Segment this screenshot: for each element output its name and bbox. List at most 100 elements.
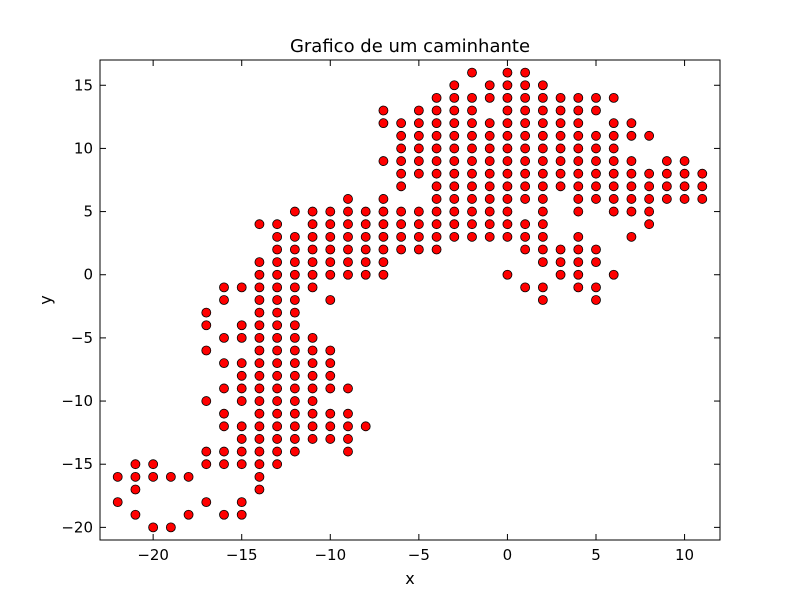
data-point	[343, 434, 353, 444]
data-point	[325, 269, 336, 280]
data-point	[484, 219, 495, 230]
data-point	[573, 92, 584, 103]
data-point	[307, 231, 318, 242]
data-point	[272, 332, 283, 343]
data-point	[289, 383, 300, 394]
data-point	[272, 370, 283, 381]
data-point	[360, 421, 371, 432]
data-point	[307, 396, 318, 406]
data-point	[378, 105, 389, 116]
data-point	[130, 484, 141, 495]
data-point	[555, 105, 566, 116]
data-point	[396, 130, 407, 141]
data-point	[520, 67, 531, 78]
data-point	[343, 206, 353, 217]
y-axis-label: y	[36, 295, 55, 304]
data-point	[413, 105, 424, 116]
data-point	[289, 244, 300, 255]
x-tick-label: 0	[503, 546, 513, 564]
data-point	[272, 320, 283, 331]
data-point	[537, 257, 548, 268]
data-point	[272, 269, 283, 280]
data-point	[484, 206, 495, 217]
data-point	[236, 421, 247, 432]
data-point	[289, 396, 300, 406]
data-point	[431, 168, 442, 179]
data-point	[307, 219, 318, 230]
data-point	[219, 383, 229, 394]
data-point	[307, 370, 318, 381]
data-point	[254, 396, 265, 406]
data-point	[272, 446, 283, 457]
data-point	[484, 181, 495, 192]
data-point	[537, 206, 548, 217]
data-point	[520, 282, 531, 293]
data-point	[591, 105, 601, 116]
data-point	[449, 105, 460, 116]
data-point	[343, 194, 353, 204]
data-point	[396, 168, 407, 179]
data-point	[307, 421, 318, 432]
data-point	[325, 345, 336, 356]
data-point	[555, 143, 566, 154]
data-point	[467, 219, 477, 230]
data-point	[502, 194, 513, 204]
plot-frame	[99, 59, 721, 541]
data-point	[396, 181, 407, 192]
data-point	[502, 206, 513, 217]
data-point	[591, 257, 601, 268]
data-point	[520, 80, 531, 91]
data-point	[254, 408, 265, 419]
data-point	[537, 231, 548, 242]
data-point	[449, 92, 460, 103]
data-point	[449, 130, 460, 141]
y-tick-label: −20	[61, 518, 93, 536]
data-point	[467, 156, 477, 166]
data-point	[697, 181, 708, 192]
data-point	[378, 257, 389, 268]
data-point	[254, 219, 265, 230]
data-point	[679, 168, 690, 179]
data-point	[467, 143, 477, 154]
data-point	[396, 156, 407, 166]
data-point	[626, 130, 637, 141]
data-point	[520, 168, 531, 179]
data-point	[254, 383, 265, 394]
data-point	[254, 257, 265, 268]
data-point	[555, 244, 566, 255]
data-point	[520, 219, 531, 230]
data-point	[644, 130, 655, 141]
data-point	[449, 194, 460, 204]
data-point	[661, 194, 672, 204]
data-point	[272, 295, 283, 305]
data-point	[431, 194, 442, 204]
data-point	[254, 282, 265, 293]
data-point	[325, 370, 336, 381]
data-point	[343, 257, 353, 268]
data-point	[378, 244, 389, 255]
data-point	[130, 471, 141, 482]
data-point	[254, 320, 265, 331]
data-point	[378, 118, 389, 129]
data-point	[484, 143, 495, 154]
data-point	[555, 269, 566, 280]
data-point	[644, 206, 655, 217]
data-point	[289, 257, 300, 268]
data-point	[307, 282, 318, 293]
data-point	[679, 156, 690, 166]
data-point	[254, 370, 265, 381]
data-point	[219, 408, 229, 419]
x-tick-label: −20	[137, 546, 169, 564]
data-point	[520, 156, 531, 166]
data-point	[272, 257, 283, 268]
data-point	[289, 345, 300, 356]
data-point	[201, 345, 212, 356]
data-point	[396, 118, 407, 129]
x-tick-label: 5	[591, 546, 601, 564]
data-point	[573, 156, 584, 166]
data-point	[272, 345, 283, 356]
data-point	[307, 383, 318, 394]
data-point	[396, 206, 407, 217]
data-point	[396, 231, 407, 242]
data-point	[537, 181, 548, 192]
